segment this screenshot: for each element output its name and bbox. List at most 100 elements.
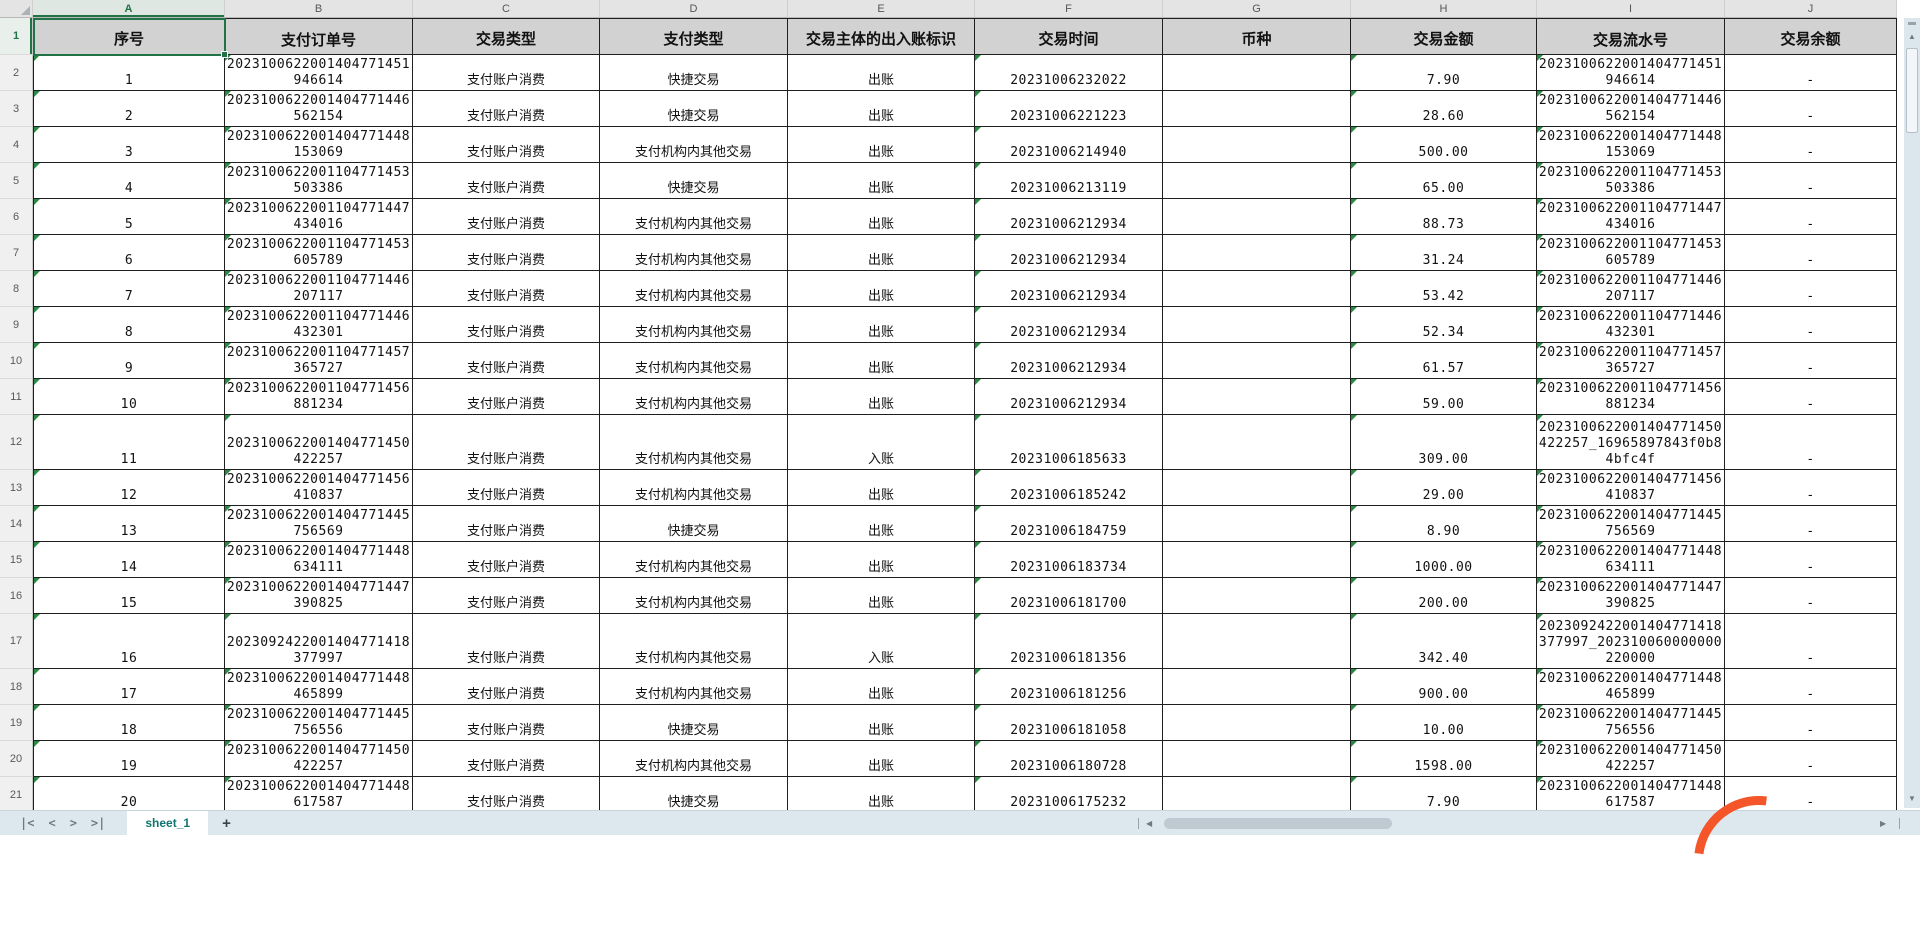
cell-inout[interactable]: 出账 xyxy=(788,506,975,542)
cell-amount[interactable]: 500.00 xyxy=(1351,127,1537,163)
cell-order[interactable]: 2023100622001404771445 756556 xyxy=(225,705,413,741)
cell-txn_type[interactable]: 支付账户消费 xyxy=(413,127,600,163)
column-letter[interactable]: G xyxy=(1163,0,1351,17)
cell-pay_type[interactable]: 快捷交易 xyxy=(600,91,788,127)
scroll-right-icon[interactable]: ▶ xyxy=(1880,819,1887,828)
cell-currency[interactable] xyxy=(1163,163,1351,199)
cell-flow_no[interactable]: 2023100622001404771448 153069 xyxy=(1537,127,1725,163)
cell-balance[interactable]: - xyxy=(1725,127,1897,163)
cell-pay_type[interactable]: 支付机构内其他交易 xyxy=(600,199,788,235)
cell-time[interactable]: 20231006221223 xyxy=(975,91,1163,127)
add-sheet-button[interactable]: + xyxy=(222,814,231,832)
cell-pay_type[interactable]: 快捷交易 xyxy=(600,55,788,91)
cell-currency[interactable] xyxy=(1163,127,1351,163)
split-handle-icon[interactable] xyxy=(1908,22,1916,25)
cell-order[interactable]: 2023100622001104771453 503386 xyxy=(225,163,413,199)
header-cell-inout[interactable]: 交易主体的出入账标识 xyxy=(788,18,975,55)
cell-balance[interactable]: - xyxy=(1725,506,1897,542)
cell-txn_type[interactable]: 支付账户消费 xyxy=(413,55,600,91)
cell-inout[interactable]: 出账 xyxy=(788,163,975,199)
cell-amount[interactable]: 900.00 xyxy=(1351,669,1537,705)
cell-time[interactable]: 20231006212934 xyxy=(975,235,1163,271)
previous-sheet-button[interactable]: < xyxy=(48,816,56,830)
cell-pay_type[interactable]: 支付机构内其他交易 xyxy=(600,271,788,307)
cell-no[interactable]: 14 xyxy=(33,542,225,578)
cell-currency[interactable] xyxy=(1163,271,1351,307)
cell-pay_type[interactable]: 快捷交易 xyxy=(600,705,788,741)
cell-txn_type[interactable]: 支付账户消费 xyxy=(413,506,600,542)
cell-no[interactable]: 20 xyxy=(33,777,225,810)
cell-amount[interactable]: 342.40 xyxy=(1351,614,1537,669)
cell-flow_no[interactable]: 2023100622001104771456 881234 xyxy=(1537,379,1725,415)
row-number[interactable]: 11 xyxy=(0,379,33,415)
cell-no[interactable]: 11 xyxy=(33,415,225,470)
cell-amount[interactable]: 88.73 xyxy=(1351,199,1537,235)
cell-pay_type[interactable]: 支付机构内其他交易 xyxy=(600,127,788,163)
cell-pay_type[interactable]: 支付机构内其他交易 xyxy=(600,614,788,669)
cell-pay_type[interactable]: 快捷交易 xyxy=(600,506,788,542)
horizontal-scrollbar-thumb[interactable] xyxy=(1164,818,1392,829)
cell-time[interactable]: 20231006185633 xyxy=(975,415,1163,470)
cell-inout[interactable]: 出账 xyxy=(788,127,975,163)
cell-flow_no[interactable]: 2023100622001404771448 617587 xyxy=(1537,777,1725,810)
cell-balance[interactable]: - xyxy=(1725,578,1897,614)
column-letter[interactable]: I xyxy=(1537,0,1725,17)
cell-currency[interactable] xyxy=(1163,235,1351,271)
cell-amount[interactable]: 59.00 xyxy=(1351,379,1537,415)
row-number[interactable]: 13 xyxy=(0,470,33,506)
cell-order[interactable]: 2023100622001404771456 410837 xyxy=(225,470,413,506)
cell-order[interactable]: 2023100622001104771446 432301 xyxy=(225,307,413,343)
cell-flow_no[interactable]: 2023100622001404771446 562154 xyxy=(1537,91,1725,127)
cell-order[interactable]: 2023100622001104771446 207117 xyxy=(225,271,413,307)
cell-inout[interactable]: 出账 xyxy=(788,343,975,379)
cell-balance[interactable]: - xyxy=(1725,235,1897,271)
cell-txn_type[interactable]: 支付账户消费 xyxy=(413,578,600,614)
cell-amount[interactable]: 7.90 xyxy=(1351,777,1537,810)
cell-amount[interactable]: 200.00 xyxy=(1351,578,1537,614)
cell-amount[interactable]: 8.90 xyxy=(1351,506,1537,542)
header-cell-time[interactable]: 交易时间 xyxy=(975,18,1163,55)
cell-pay_type[interactable]: 快捷交易 xyxy=(600,777,788,810)
cell-flow_no[interactable]: 2023100622001404771451 946614 xyxy=(1537,55,1725,91)
cell-balance[interactable]: - xyxy=(1725,343,1897,379)
cell-flow_no[interactable]: 2023100622001404771448 465899 xyxy=(1537,669,1725,705)
row-number[interactable]: 17 xyxy=(0,614,33,669)
cell-pay_type[interactable]: 支付机构内其他交易 xyxy=(600,379,788,415)
row-number[interactable]: 7 xyxy=(0,235,33,271)
cell-order[interactable]: 2023100622001404771446 562154 xyxy=(225,91,413,127)
column-letter[interactable]: B xyxy=(225,0,413,17)
cell-txn_type[interactable]: 支付账户消费 xyxy=(413,271,600,307)
scroll-left-icon[interactable]: ◀ xyxy=(1146,819,1153,828)
cell-inout[interactable]: 出账 xyxy=(788,379,975,415)
cell-txn_type[interactable]: 支付账户消费 xyxy=(413,777,600,810)
cell-time[interactable]: 20231006181700 xyxy=(975,578,1163,614)
cell-balance[interactable]: - xyxy=(1725,91,1897,127)
cell-txn_type[interactable]: 支付账户消费 xyxy=(413,542,600,578)
cell-amount[interactable]: 65.00 xyxy=(1351,163,1537,199)
cell-time[interactable]: 20231006212934 xyxy=(975,271,1163,307)
cell-inout[interactable]: 出账 xyxy=(788,470,975,506)
cell-flow_no[interactable]: 2023100622001404771445 756556 xyxy=(1537,705,1725,741)
cell-pay_type[interactable]: 支付机构内其他交易 xyxy=(600,470,788,506)
cell-inout[interactable]: 出账 xyxy=(788,669,975,705)
column-letter[interactable]: J xyxy=(1725,0,1897,17)
cell-order[interactable]: 2023100622001404771447 390825 xyxy=(225,578,413,614)
row-number[interactable]: 21 xyxy=(0,777,33,810)
row-number[interactable]: 19 xyxy=(0,705,33,741)
cell-no[interactable]: 13 xyxy=(33,506,225,542)
cell-currency[interactable] xyxy=(1163,379,1351,415)
cell-balance[interactable]: - xyxy=(1725,542,1897,578)
column-letter[interactable]: A xyxy=(33,0,225,17)
cell-flow_no[interactable]: 2023092422001404771418 377997_2023100600… xyxy=(1537,614,1725,669)
cell-order[interactable]: 2023100622001104771453 605789 xyxy=(225,235,413,271)
cell-time[interactable]: 20231006184759 xyxy=(975,506,1163,542)
cell-inout[interactable]: 出账 xyxy=(788,235,975,271)
cell-currency[interactable] xyxy=(1163,777,1351,810)
header-cell-pay_type[interactable]: 支付类型 xyxy=(600,18,788,55)
cell-currency[interactable] xyxy=(1163,741,1351,777)
cell-amount[interactable]: 31.24 xyxy=(1351,235,1537,271)
cell-currency[interactable] xyxy=(1163,578,1351,614)
cell-flow_no[interactable]: 2023100622001104771446 432301 xyxy=(1537,307,1725,343)
cell-balance[interactable]: - xyxy=(1725,55,1897,91)
row-number[interactable]: 15 xyxy=(0,542,33,578)
